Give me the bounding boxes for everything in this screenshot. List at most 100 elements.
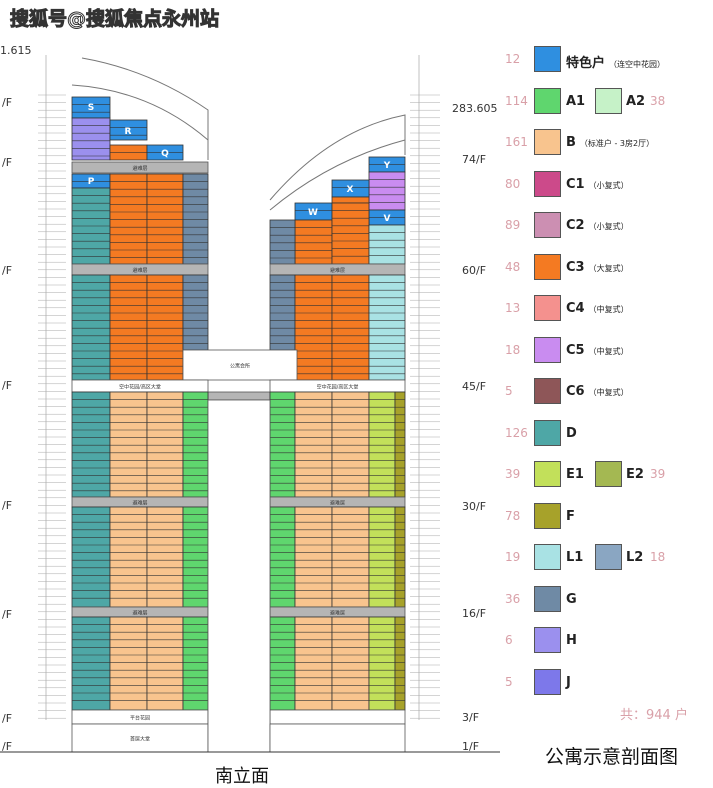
unit-type-label: 特色户 <box>566 56 606 71</box>
unit-count: 6 <box>505 633 513 647</box>
floor-label-left: /F <box>2 264 13 277</box>
unit-B <box>294 616 333 711</box>
drawing-caption: 公寓示意剖面图 <box>545 746 679 768</box>
legend-item: 18 C5 （中复式） <box>500 336 713 365</box>
legend-item: 89 C2 （小复式） <box>500 212 713 240</box>
legend-item: 78 F <box>500 502 713 531</box>
unit-count: 18 <box>650 550 666 564</box>
unit-type: E1 <box>566 467 584 482</box>
watermark: 搜狐号@搜狐焦点永州站 <box>9 8 220 31</box>
unit-count: 114 <box>505 93 528 108</box>
unit-type: C5 （中复式） <box>566 343 629 358</box>
unit-type: C3 （大复式） <box>566 260 629 275</box>
unit-type: B （标准户 - 3房2厅） <box>566 135 654 150</box>
unit-type-note: （大复式） <box>588 263 629 273</box>
color-swatch <box>534 585 561 612</box>
unit-F <box>394 616 406 711</box>
unit-type-label: C6 <box>566 384 585 399</box>
unit-type-note: （标准户 - 3房2厅） <box>579 139 655 148</box>
unit-count: 13 <box>505 301 521 315</box>
unit-D <box>71 616 111 711</box>
unit-type-note: （中复式） <box>588 388 629 397</box>
color-swatch <box>534 544 561 570</box>
floor-label-left: /F <box>2 156 13 169</box>
unit-label: P <box>88 177 95 187</box>
unit-A1 <box>269 616 296 711</box>
unit-type-label: E1 <box>566 467 584 482</box>
unit-type: C2 （小复式） <box>566 218 629 233</box>
legend-item: 6 H <box>500 627 713 655</box>
legend-item: 5 J <box>500 668 713 697</box>
refuge-floor-label: 避难层 <box>132 267 147 274</box>
floor-label-right: 74/F <box>462 153 487 166</box>
unit-count: 19 <box>505 550 521 564</box>
unit-B <box>331 391 370 498</box>
color-swatch <box>534 253 561 280</box>
elevation-right: 283.605 <box>452 102 498 115</box>
ground-lobby <box>269 723 406 753</box>
unit-B <box>146 616 184 711</box>
unit-count: 48 <box>505 259 521 274</box>
refuge-floor-label: 避难层 <box>132 610 147 617</box>
unit-label: R <box>125 127 132 137</box>
club-floor-label: 公寓会所 <box>230 363 250 370</box>
floor-label-left: /F <box>2 96 13 109</box>
unit-type-label: C5 <box>566 342 585 358</box>
unit-label: S <box>88 103 94 113</box>
unit-E1 <box>368 616 396 711</box>
unit-type-label: J <box>566 674 571 690</box>
legend-item: 19 L1 L2 18 <box>500 544 713 572</box>
floor-label-left: /F <box>2 379 13 392</box>
legend-item: 80 C1 （小复式） <box>500 170 713 199</box>
unit-count: 5 <box>505 384 513 398</box>
unit-C3 <box>146 173 184 265</box>
color-swatch <box>595 461 622 487</box>
color-swatch <box>534 627 561 653</box>
color-swatch <box>534 461 561 487</box>
floor-label-left: /F <box>2 712 13 725</box>
unit-D <box>71 274 111 381</box>
floor-label-right: 60/F <box>462 264 487 277</box>
sky-lobby-label: 空中花园/高区大堂 <box>317 384 359 391</box>
bridge <box>207 391 271 401</box>
unit-count: 38 <box>650 93 666 108</box>
unit-count: 5 <box>505 674 513 689</box>
unit-type-label: C3 <box>566 259 585 275</box>
color-swatch <box>534 170 561 197</box>
unit-type-note: （小复式） <box>588 180 629 190</box>
unit-count: 39 <box>505 467 521 481</box>
unit-G <box>182 173 209 265</box>
refuge-floor-label: 避难层 <box>330 610 345 617</box>
unit-type-note: （连空中花园） <box>609 60 666 69</box>
unit-type: D <box>566 426 577 441</box>
unit-label: V <box>384 214 391 224</box>
platform-garden <box>269 709 406 725</box>
unit-count: 18 <box>505 342 521 357</box>
unit-type-label: E2 <box>626 467 644 482</box>
color-swatch <box>534 419 561 446</box>
unit-C5 <box>368 171 406 211</box>
unit-type: C1 （小复式） <box>566 177 629 192</box>
unit-type-label: G <box>566 591 577 607</box>
elevation-left: 1.615 <box>0 44 32 57</box>
unit-H <box>71 117 111 161</box>
refuge-floor-label: 避难层 <box>330 500 345 507</box>
unit-label: Q <box>161 149 169 159</box>
unit-type-label: D <box>566 425 577 441</box>
unit-G <box>269 274 296 351</box>
legend-item: 13 C4 （中复式） <box>500 295 713 323</box>
unit-type-label: H <box>566 633 577 648</box>
unit-count: 80 <box>505 176 521 191</box>
legend-item: 36 G <box>500 585 713 614</box>
unit-type: C4 （中复式） <box>566 301 629 316</box>
unit-type: L1 <box>566 550 583 565</box>
roof-arc <box>269 114 406 211</box>
unit-type-label: A1 <box>566 93 586 109</box>
unit-B <box>331 616 370 711</box>
refuge-floor-label: 避难层 <box>132 500 147 507</box>
unit-type: J <box>566 675 571 690</box>
unit-type-note: （中复式） <box>588 346 629 356</box>
unit-type-label: B <box>566 135 576 150</box>
floor-label-left: /F <box>2 499 13 512</box>
